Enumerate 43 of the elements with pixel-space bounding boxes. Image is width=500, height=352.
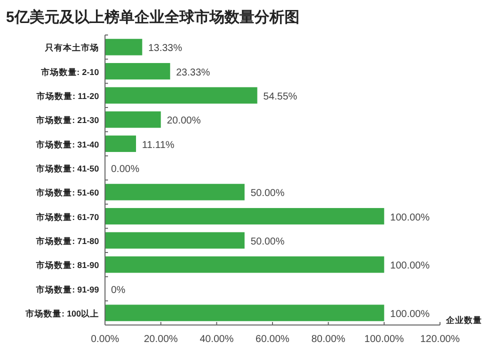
y-tick-label: 市场数量: 100以上 [24, 308, 99, 318]
data-label: 100.00% [390, 260, 430, 272]
x-axis-title: 企业数量 [445, 315, 482, 325]
y-tick-label: 市场数量: 51-60 [35, 188, 100, 198]
y-tick-label: 市场数量: 11-20 [36, 90, 100, 101]
data-label: 0% [111, 284, 126, 296]
data-label: 20.00% [166, 116, 201, 127]
x-tick-label: 20.00% [144, 334, 178, 345]
y-tick-label: 市场数量: 2-10 [40, 66, 100, 77]
y-tick-label: 市场数量: 81-90 [35, 260, 100, 270]
bar [105, 136, 136, 152]
bar [105, 63, 170, 80]
x-tick-label: 40.00% [200, 334, 234, 345]
data-label: 13.33% [148, 43, 182, 54]
data-label: 11.11% [142, 140, 175, 151]
data-label: 50.00% [250, 188, 285, 200]
data-label: 54.55% [263, 91, 298, 102]
chart-title: 5亿美元及以上榜单企业全球市场数量分析图 [6, 8, 300, 26]
y-tick-label: 市场数量: 31-40 [35, 139, 100, 150]
bar [105, 304, 384, 322]
x-tick-label: 120.00% [420, 334, 460, 345]
bar [105, 111, 161, 128]
y-tick-label: 市场数量: 41-50 [35, 163, 100, 174]
data-label: 100.00% [390, 212, 430, 224]
data-label: 23.33% [176, 67, 210, 78]
x-tick-label: 100.00% [364, 334, 404, 345]
y-tick-label: 市场数量: 91-99 [35, 284, 100, 294]
y-tick-label: 只有本土市场 [44, 42, 99, 53]
x-tick-label: 0.00% [90, 334, 120, 345]
bar [105, 208, 384, 224]
bar [105, 87, 258, 104]
y-tick-label: 市场数量: 61-70 [35, 212, 100, 222]
bar [105, 184, 245, 200]
data-label: 0.00% [111, 164, 140, 175]
x-tick-label: 80.00% [311, 334, 346, 345]
y-tick-label: 市场数量: 21-30 [35, 115, 100, 126]
data-label: 100.00% [390, 308, 430, 320]
data-label: 50.00% [250, 236, 285, 248]
y-tick-label: 市场数量: 71-80 [35, 236, 100, 246]
bar [105, 232, 245, 249]
bar [105, 256, 384, 273]
bar [105, 38, 142, 56]
x-tick-label: 60.00% [256, 334, 290, 345]
